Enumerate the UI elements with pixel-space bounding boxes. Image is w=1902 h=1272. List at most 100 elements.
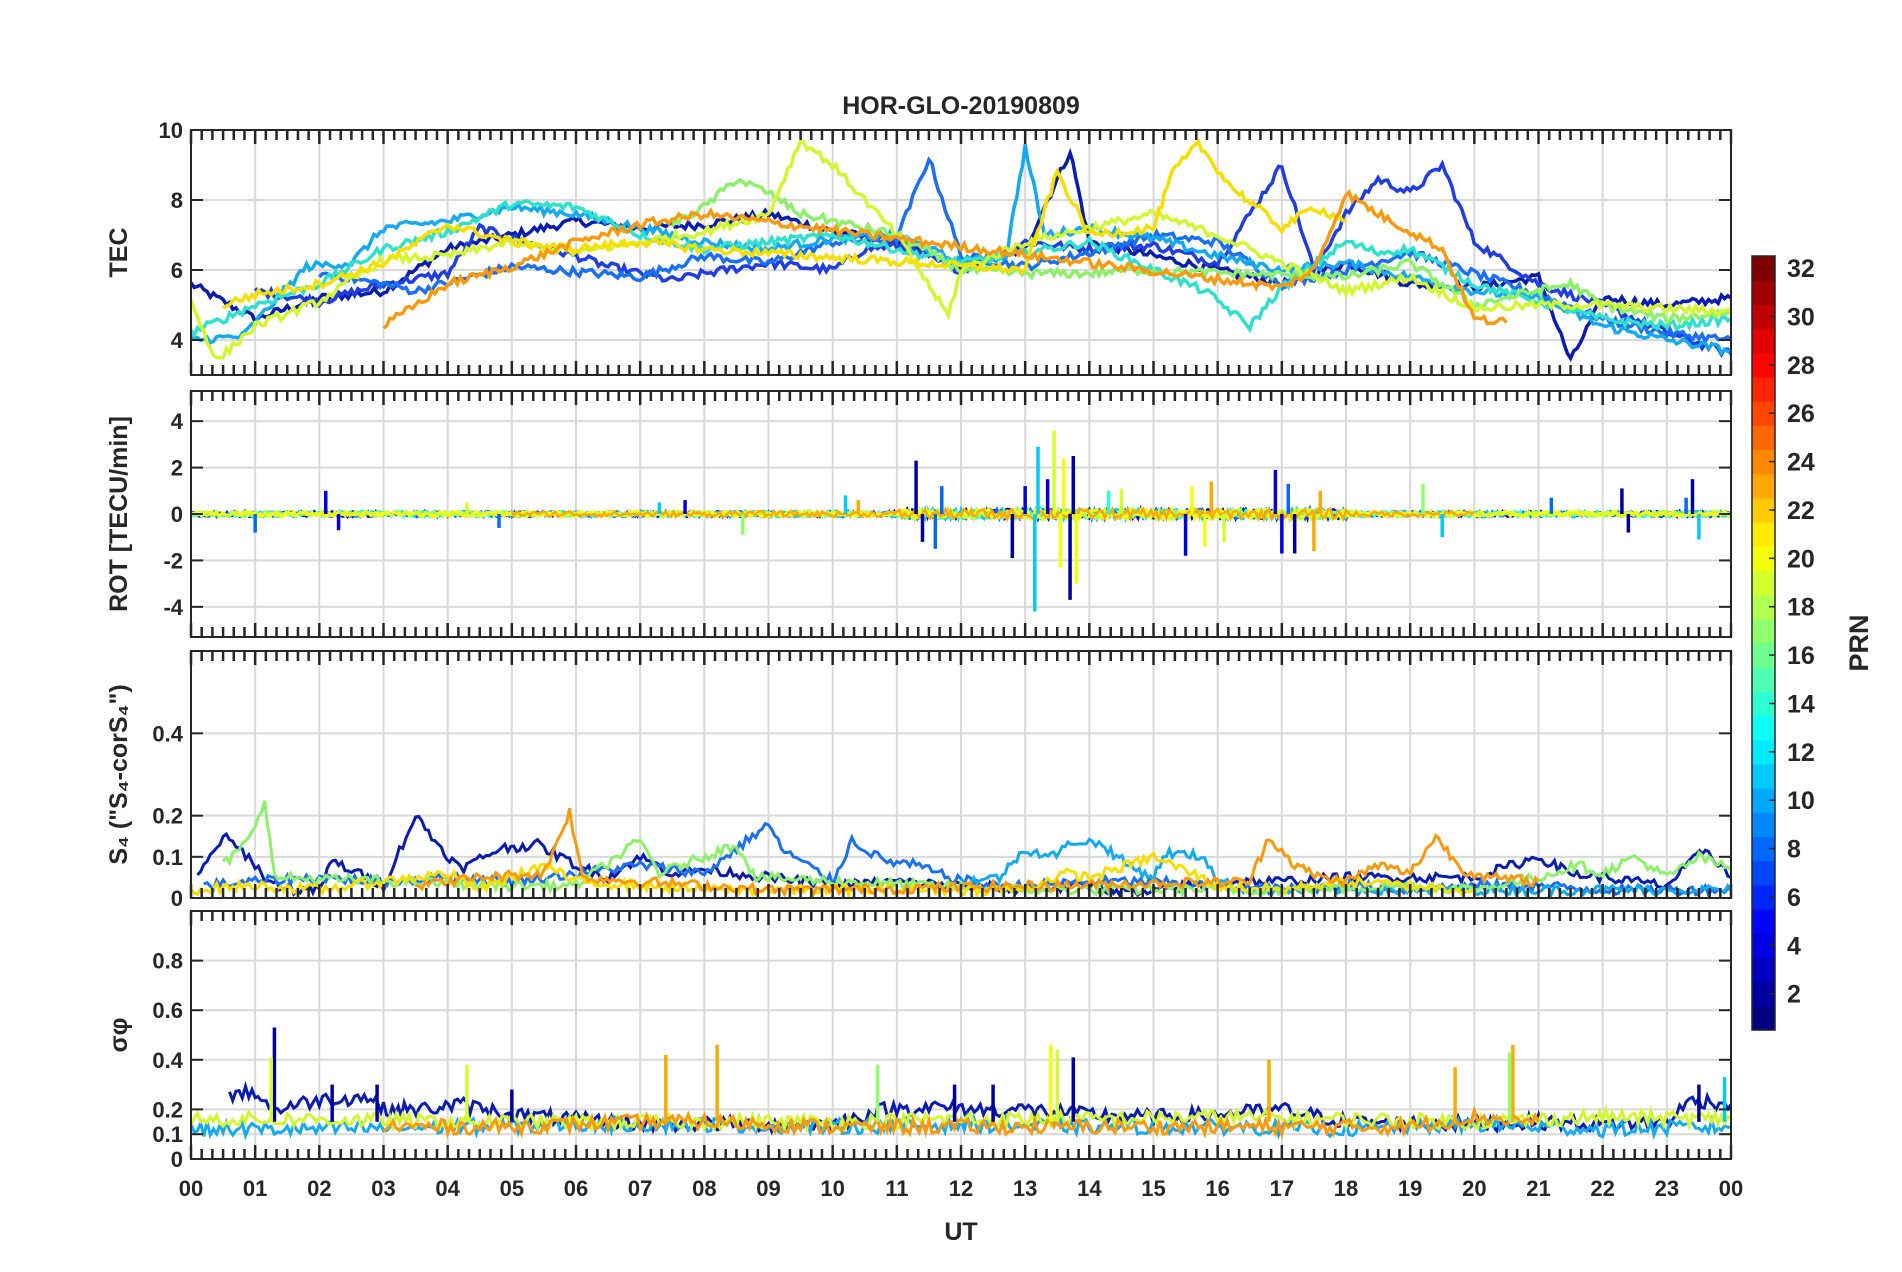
colorbar-tick-label: 30 [1787,303,1815,331]
colorbar-swatch [1752,280,1775,305]
y-tick-label: 4 [171,328,184,353]
colorbar-swatch [1752,256,1775,281]
panel-s4: 0 0.1 0.2 0.4 S₄ ("S₄-corS₄") [105,650,1733,911]
colorbar-swatch [1752,425,1775,451]
x-tick-label: 20 [1462,1176,1486,1201]
x-tick-label: 11 [885,1176,908,1201]
y-tick-label: 8 [171,188,183,213]
colorbar-swatch [1752,715,1775,741]
colorbar-swatch [1752,449,1775,475]
panel-rot: -4 -2 0 2 4 ROT [TECU/min] [105,390,1733,638]
x-tick-label: 08 [692,1176,716,1201]
series-prn-23 [415,807,1540,898]
y-tick-label: 6 [171,258,183,283]
colorbar-tick-label: 8 [1787,836,1801,864]
colorbar-tick-label: 22 [1787,497,1815,525]
y-tick-label: 0.1 [152,1122,183,1147]
colorbar-swatch [1752,304,1775,330]
x-tick-labels: 00 01 02 03 04 05 06 07 08 09 10 11 12 13 14 15 16 17 18 19… [179,1176,1743,1201]
colorbar-swatch [1752,739,1775,765]
y-tick-label: 4 [171,409,184,434]
y-tick-label: 0 [171,1147,183,1172]
colorbar-tick-label: 24 [1787,449,1815,477]
plot-area-rot [191,430,1731,612]
y-tick-label: 0.2 [152,804,183,829]
chart-title: HOR-GLO-20190809 [842,92,1080,120]
x-tick-label: 04 [435,1176,460,1201]
colorbar-swatch [1752,763,1775,789]
x-tick-label: 19 [1398,1176,1422,1201]
colorbar-swatch [1752,933,1775,959]
plot-area-sigma [191,1027,1731,1141]
x-tick-label: 02 [307,1176,331,1201]
colorbar-frame [1751,255,1776,1031]
y-tick-label: 0.2 [152,1097,183,1122]
colorbar-swatch [1752,1005,1775,1031]
colorbar-swatch [1752,909,1775,934]
x-tick-label: 22 [1590,1176,1614,1201]
colorbar-tick-label: 28 [1787,352,1815,380]
y-axis-label-sigma: σφ [105,1018,133,1053]
y-tick-label: 0.1 [152,845,183,870]
x-tick-label: 00 [1719,1176,1743,1201]
colorbar-swatch [1752,497,1775,523]
x-tick-label: 00 [179,1176,203,1201]
colorbar-swatch [1752,957,1775,983]
x-tick-label: 01 [243,1176,267,1201]
series-prn-23 [382,189,1508,330]
series-prn-14 [191,199,1731,339]
y-tick-label: 0 [171,502,183,527]
colorbar-swatch [1752,981,1775,1007]
y-tick-label: 2 [171,456,183,481]
colorbar-swatch [1752,860,1775,886]
colorbar-tick-label: 12 [1787,739,1815,767]
x-tick-label: 23 [1655,1176,1679,1201]
x-tick-label: 05 [500,1176,524,1201]
y-tick-label: 0.6 [152,998,183,1023]
x-tick-label: 10 [820,1176,844,1201]
colorbar-tick-label: 26 [1787,400,1815,428]
colorbar-tick-label: 4 [1787,932,1801,960]
y-axis-label-tec: TEC [105,228,133,278]
x-axis-label: UT [944,1218,977,1246]
x-tick-label: 17 [1270,1176,1294,1201]
colorbar-swatch [1752,401,1775,426]
x-tick-label: 09 [756,1176,780,1201]
plot-area-tec [191,138,1731,362]
colorbar-tick-label: 10 [1787,787,1815,815]
colorbar-tick-label: 14 [1787,690,1815,718]
colorbar-swatch [1752,812,1775,838]
colorbar-tick-label: 18 [1787,594,1815,622]
x-tick-label: 13 [1013,1176,1037,1201]
x-tick-label: 18 [1334,1176,1358,1201]
rot-trace-prn-23 [510,505,1476,523]
panel-sigma: 00.10.2 0.4 0.6 0.8 σφ [105,910,1733,1172]
colorbar-swatch [1752,884,1775,910]
colorbar-swatch [1752,328,1775,354]
colorbar-tick-label: 6 [1787,884,1801,912]
colorbar-swatch [1752,352,1775,378]
colorbar-swatch [1752,788,1775,813]
x-tick-label: 06 [564,1176,588,1201]
y-tick-label: -2 [163,548,183,573]
colorbar-swatch [1752,570,1775,596]
panel-tec: 4 6 8 10 TEC [105,118,1733,376]
y-tick-label: 0.4 [152,1048,183,1073]
x-tick-label: 15 [1141,1176,1165,1201]
x-tick-label: 21 [1526,1176,1550,1201]
x-tick-label: 14 [1077,1176,1102,1201]
colorbar-tick-label: 32 [1787,255,1815,283]
colorbar-swatch [1752,473,1775,499]
colorbar-swatch [1752,594,1775,620]
colorbar-tick-label: 2 [1787,981,1801,1009]
series-prn-17 [670,177,1731,326]
x-tick-label: 07 [628,1176,652,1201]
y-axis-label-rot: ROT [TECU/min] [105,416,133,612]
colorbar-swatch [1752,691,1775,717]
colorbar-swatch [1752,667,1775,692]
colorbar-tick-label: 20 [1787,545,1815,573]
colorbar-swatch [1752,546,1775,572]
y-axis-label-s4: S₄ ("S₄-corS₄") [105,684,133,864]
